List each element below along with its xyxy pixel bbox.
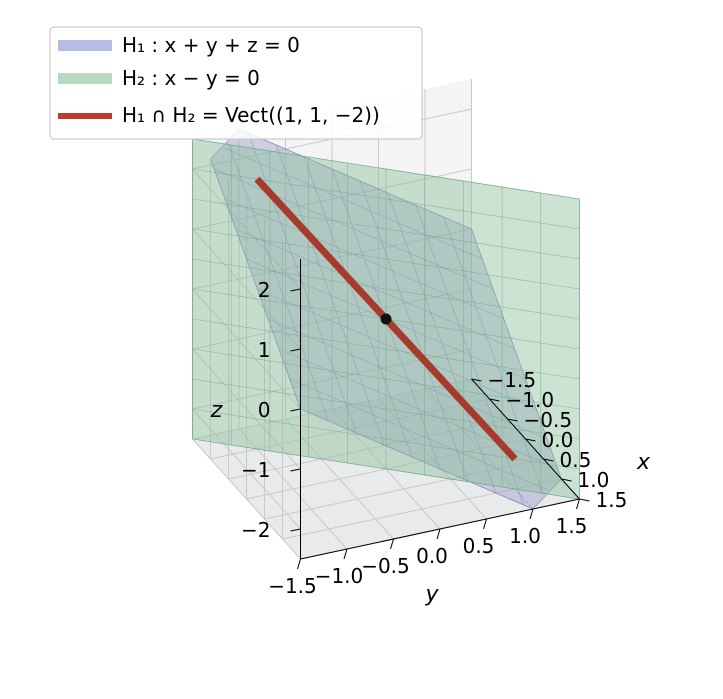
legend-swatch-h2 [58,73,112,84]
y-tick-label: 1.5 [556,514,588,538]
grid-line-z-ywall [192,228,301,350]
x-tick [561,478,572,482]
legend-label-intersection: H₁ ∩ H₂ = Vect((1, 1, −2)) [122,103,380,127]
x-tick [471,378,482,382]
z-tick [290,288,301,292]
plane-h1-mesh-line [257,288,537,410]
z-tick-label: −1 [241,458,270,482]
plane-h1-mesh-line [443,216,544,495]
grid-line-z-ywall [192,348,301,470]
y-axis-title: y [424,582,439,607]
tick-marks [290,288,590,570]
x-axis-title: x [636,450,651,475]
x-tick [507,418,518,422]
y-tick-label: 1.0 [509,524,541,548]
x-tick-label: 0.5 [560,448,592,472]
z-tick [290,528,301,532]
y-tick [297,558,301,570]
y-tick-label: 0.5 [463,534,495,558]
plane-surfaces [192,128,580,510]
plane-h1-mesh-line [211,161,301,410]
x-tick-label: 0.0 [542,428,574,452]
plane-h2-mesh-line [192,138,580,200]
x-tick-label: −1.0 [506,388,555,412]
x-tick-label: −0.5 [524,408,573,432]
plane-h1-mesh-line [300,408,531,509]
legend-label-h1: H₁ : x + y + z = 0 [122,33,300,57]
plane-h1-mesh-line [241,129,472,230]
x-tick-label: −1.5 [488,368,537,392]
grid-line-y-floor [285,418,394,540]
axis-titles: x y z [210,398,651,607]
grid-line-z-ywall [192,168,301,290]
x-tick [525,438,536,442]
grid-line-y-floor [378,398,487,520]
grid-line-z-ywall [192,408,301,530]
plane-h1-mesh-line [415,204,524,506]
tick-labels: −1.5−1.0−0.50.00.51.01.5−1.5−1.0−0.5 0.0 0… [241,278,627,598]
grid-line-y-floor [192,438,301,560]
plane-h1-mesh-line [471,228,561,477]
z-tick-label: −2 [241,518,270,542]
plane-h1-mesh-line [224,147,483,260]
grid-line-z-ywall [192,288,301,410]
origin-point [380,313,392,325]
y-tick-label: 0.0 [416,544,448,568]
plane-h2-mesh-line [192,198,580,260]
y-tick [343,548,348,560]
legend-swatch-h1 [58,40,112,51]
plane-h1-mesh-line [278,348,559,470]
plane-h1-mesh-line [289,378,548,491]
y-tick-label: −0.5 [361,554,410,578]
plane-h1-mesh-line [387,192,497,494]
x-tick [579,498,590,502]
legend-frame [49,26,423,140]
y-tick [390,538,394,550]
legend: H₁ : x + y + z = 0 H₂ : x − y = 0 H₁ ∩ H… [49,26,423,140]
z-tick [290,468,301,472]
y-tick [436,528,441,540]
x-tick-label: 1.5 [596,488,628,512]
z-tick-label: 1 [258,338,271,362]
z-tick-label: 0 [258,398,271,422]
plane-h1-mesh-line [228,143,329,422]
x-tick-label: 1.0 [578,468,610,492]
z-axis-title: z [210,398,223,423]
z-tick [290,408,301,412]
z-tick-label: 2 [258,278,271,302]
y-tick-label: −1.5 [268,574,317,598]
y-tick-label: −1.0 [315,564,364,588]
plane-h2-mesh-line [192,228,580,290]
y-tick [529,508,534,520]
y-tick [576,498,580,510]
plane-h1-mesh-line [267,318,548,440]
z-tick [290,348,301,352]
plane-h2-mesh-line [192,258,580,320]
y-tick [483,518,487,530]
x-tick [543,458,554,462]
plane-h1-mesh-line [359,180,469,482]
x-tick [489,398,500,402]
legend-label-h2: H₂ : x − y = 0 [122,66,260,90]
